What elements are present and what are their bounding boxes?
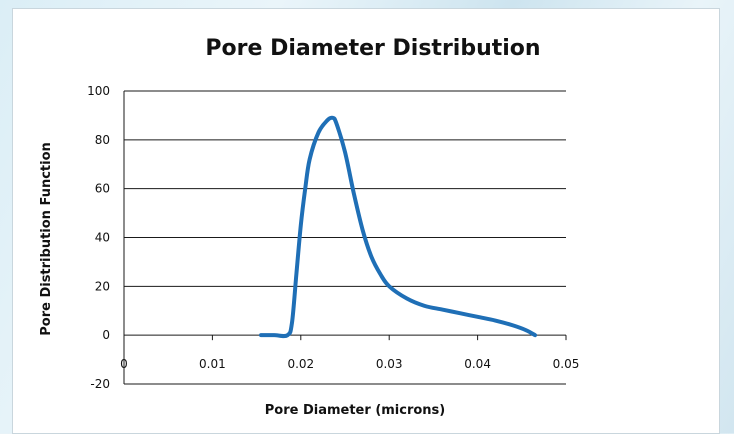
x-tick-label: 0.04 <box>464 357 491 371</box>
grid-lines <box>124 90 566 385</box>
chart-title: Pore Diameter Distribution <box>205 36 540 61</box>
y-tick-label: 20 <box>95 279 110 293</box>
y-tick-label: 100 <box>87 84 110 98</box>
chart-panel: Pore Diameter Distribution -20 0 20 40 60 80 1… <box>12 8 720 434</box>
x-tick-label: 0 <box>120 357 128 371</box>
y-tick-label: 0 <box>102 328 110 342</box>
y-axis-tick-labels: -20 0 20 40 60 80 100 <box>87 84 110 391</box>
x-tick-label: 0.01 <box>199 357 226 371</box>
y-tick-label: 60 <box>95 182 110 196</box>
axes <box>123 91 567 384</box>
x-axis-title: Pore Diameter (microns) <box>265 403 446 418</box>
x-tick-label: 0.02 <box>287 357 314 371</box>
series-line-0 <box>259 115 538 339</box>
x-axis-tick-labels: 0 0.01 0.02 0.03 0.04 0.05 <box>120 357 579 371</box>
y-tick-label: 80 <box>95 133 110 147</box>
y-tick-label: 40 <box>95 231 110 245</box>
y-axis-title: Pore Distribution Function <box>39 142 54 336</box>
chart-svg: Pore Diameter Distribution -20 0 20 40 60 80 1… <box>39 36 579 418</box>
y-tick-label: -20 <box>90 377 110 391</box>
x-tick-label: 0.05 <box>553 357 580 371</box>
x-tick-label: 0.03 <box>376 357 403 371</box>
series-layer <box>259 115 538 339</box>
